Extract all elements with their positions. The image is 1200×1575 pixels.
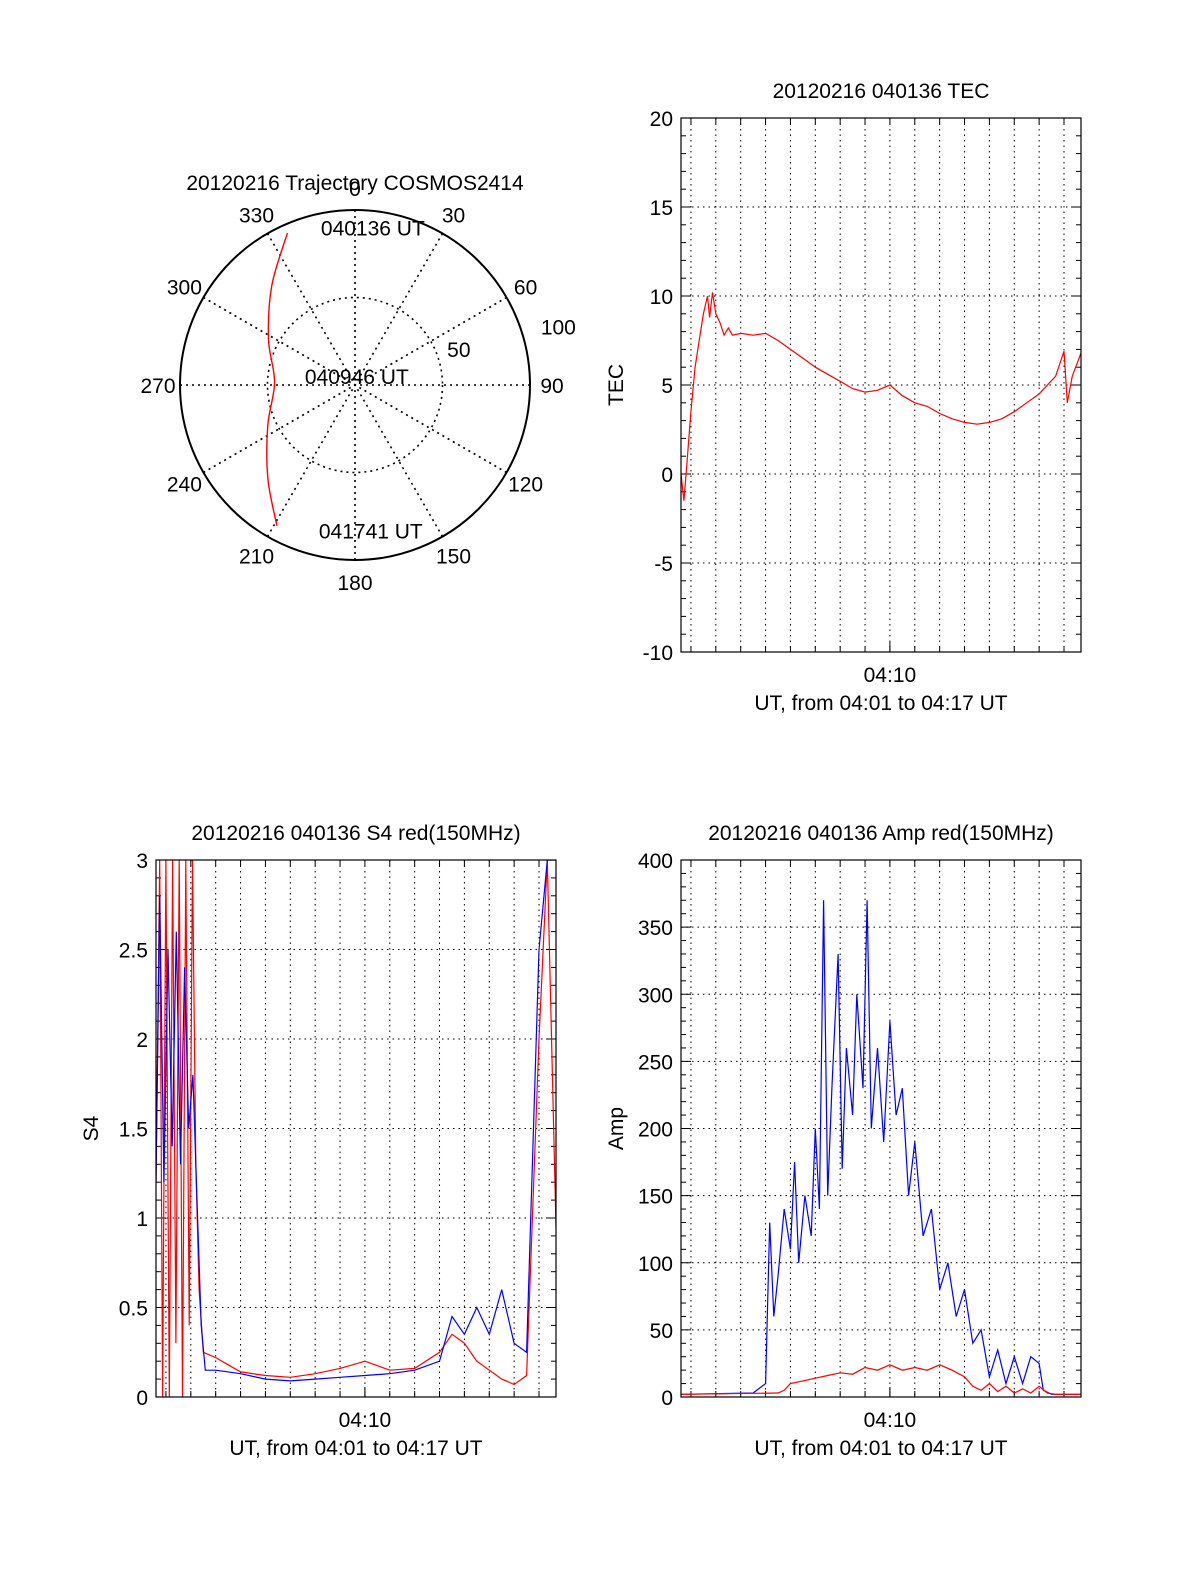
x-tick-label: 04:10 [864, 1409, 917, 1432]
azimuth-label: 300 [167, 277, 202, 300]
radial-label: 100 [541, 317, 576, 340]
azimuth-spoke [266, 233, 444, 537]
azimuth-label: 0 [349, 178, 361, 201]
y-tick-label: 1.5 [119, 1119, 148, 1142]
y-axis-label: Amp [605, 1107, 628, 1150]
time-annotation: 040946 UT [305, 366, 409, 389]
azimuth-label: 60 [514, 277, 537, 300]
y-tick-label: 2 [136, 1029, 148, 1052]
series-line [681, 1364, 1081, 1395]
x-tick-label: 04:10 [339, 1409, 392, 1432]
azimuth-label: 30 [442, 204, 465, 227]
series-line [681, 900, 1081, 1395]
s4-chart: 0 0.5 1 1.5 2 2.5 3 04:10 20120216 040136 S4 red… [80, 822, 557, 1460]
radial-grid-circle [266, 296, 444, 474]
y-tick-label: 3 [136, 850, 148, 873]
azimuth-label: 180 [337, 572, 372, 595]
amp-chart: 0 50 100 150 200 250 300 350 400 04:10 20120216 04… [605, 822, 1082, 1460]
y-tick-label: -10 [643, 642, 673, 665]
y-tick-label: 10 [650, 286, 673, 309]
x-axis-label: UT, from 04:01 to 04:17 UT [754, 692, 1007, 715]
azimuth-label: 210 [239, 546, 274, 569]
y-tick-label: 200 [638, 1119, 673, 1142]
chart-title: 20120216 040136 S4 red(150MHz) [191, 822, 520, 845]
plot-frame [680, 117, 1082, 653]
radial-label: 50 [447, 339, 470, 362]
y-tick-label: 0 [136, 1387, 148, 1410]
y-tick-label: 15 [650, 197, 673, 220]
y-tick-label: -5 [654, 553, 673, 576]
azimuth-label: 270 [140, 375, 175, 398]
y-tick-label: 0.5 [119, 1298, 148, 1321]
x-tick-label: 04:10 [864, 664, 917, 687]
y-tick-label: 400 [638, 850, 673, 873]
x-axis-label: UT, from 04:01 to 04:17 UT [754, 1437, 1007, 1460]
y-tick-label: 0 [661, 1387, 673, 1410]
y-tick-label: 0 [661, 464, 673, 487]
outer-circle [179, 209, 531, 561]
chart-title: 20120216 Trajectory COSMOS2414 [186, 172, 524, 195]
y-tick-label: 2.5 [119, 940, 148, 963]
y-tick-label: 350 [638, 917, 673, 940]
azimuth-label: 330 [239, 204, 274, 227]
y-tick-label: 5 [661, 375, 673, 398]
time-annotation: 040136 UT [321, 218, 425, 241]
y-tick-label: 1 [136, 1208, 148, 1231]
y-tick-label: 150 [638, 1186, 673, 1209]
series-line [681, 292, 1081, 501]
trajectory-line [266, 232, 289, 526]
y-tick-label: 20 [650, 108, 673, 131]
y-tick-label: 300 [638, 984, 673, 1007]
y-axis-label: S4 [80, 1115, 103, 1141]
azimuth-label: 120 [508, 474, 543, 497]
y-axis-label: TEC [605, 364, 628, 406]
series-line [156, 860, 556, 1397]
chart-title: 20120216 040136 Amp red(150MHz) [708, 822, 1054, 845]
y-tick-label: 100 [638, 1253, 673, 1276]
azimuth-label: 150 [436, 546, 471, 569]
azimuth-label: 240 [167, 474, 202, 497]
x-axis-label: UT, from 04:01 to 04:17 UT [229, 1437, 482, 1460]
y-tick-label: 50 [650, 1320, 673, 1343]
y-tick-label: 250 [638, 1051, 673, 1074]
series-line [156, 860, 556, 1382]
plot-frame [155, 859, 557, 1398]
plot-frame [680, 859, 1082, 1398]
tec-chart: -10 -5 0 5 10 15 20 04:10 20120216 040136 TEC UT,… [605, 80, 1082, 715]
chart-title: 20120216 040136 TEC [773, 80, 990, 103]
azimuth-label: 90 [540, 375, 563, 398]
time-annotation: 041741 UT [319, 521, 423, 544]
